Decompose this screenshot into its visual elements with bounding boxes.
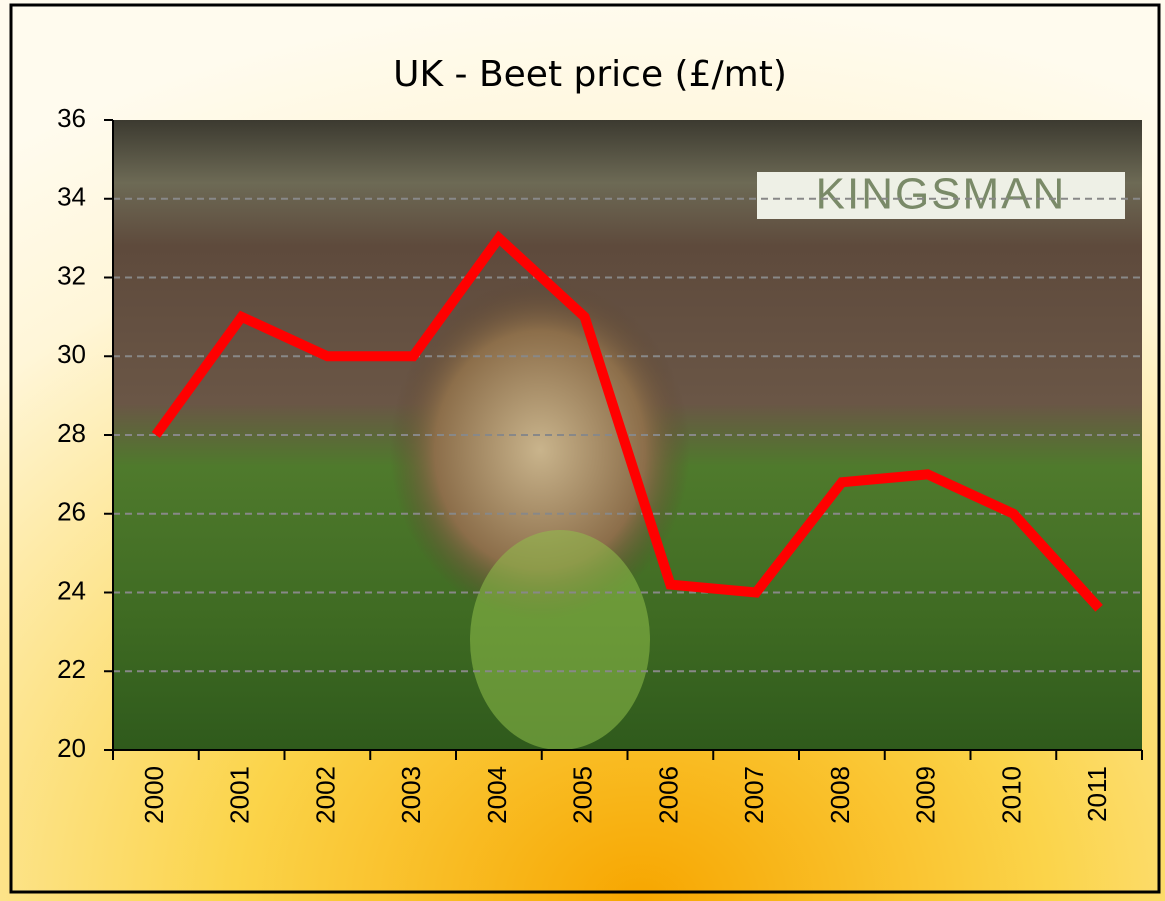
x-tick-label: 2006 <box>653 766 683 824</box>
y-tick-label: 34 <box>57 182 86 212</box>
x-tick-label: 2000 <box>139 766 169 824</box>
chart-title: UK - Beet price (£/mt) <box>393 54 787 95</box>
x-tick-label: 2004 <box>482 766 512 824</box>
x-tick-label: 2005 <box>568 766 598 824</box>
photo-leaf <box>470 530 650 750</box>
y-tick-label: 24 <box>57 575 86 605</box>
x-tick-label: 2008 <box>825 766 855 824</box>
logo-text: KINGSMAN <box>816 170 1067 219</box>
y-tick-label: 26 <box>57 497 86 527</box>
x-tick-label: 2001 <box>225 766 255 824</box>
y-tick-label: 30 <box>57 339 86 369</box>
y-tick-label: 32 <box>57 260 86 290</box>
x-tick-label: 2010 <box>996 766 1026 824</box>
page: KINGSMAN UK - Beet price (£/mt) 20 22 24 26… <box>0 0 1165 901</box>
x-tick-label: 2011 <box>1082 766 1112 822</box>
y-tick-label: 28 <box>57 418 86 448</box>
y-tick-label: 36 <box>57 103 86 133</box>
x-tick-label: 2003 <box>396 766 426 824</box>
x-tick-label: 2002 <box>310 766 340 824</box>
x-tick-label: 2009 <box>911 766 941 824</box>
y-tick-label: 22 <box>57 654 86 684</box>
x-tick-label: 2007 <box>739 766 769 824</box>
y-tick-label: 20 <box>57 733 86 763</box>
chart: KINGSMAN UK - Beet price (£/mt) 20 22 24 26… <box>0 0 1165 901</box>
